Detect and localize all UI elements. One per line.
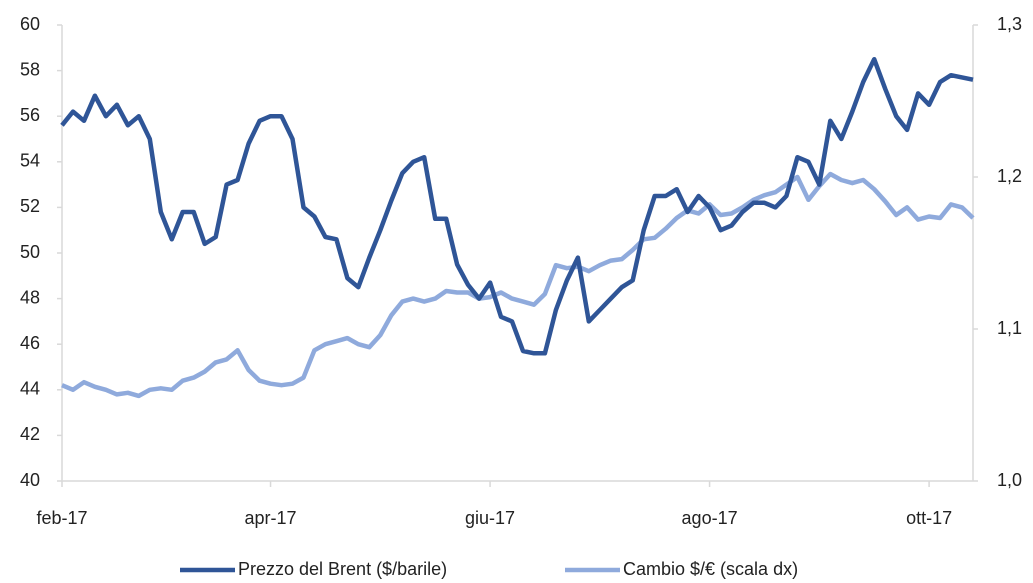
y-tick-label: 56 bbox=[20, 105, 40, 125]
y2-tick-label: 1,3 bbox=[997, 14, 1022, 34]
x-tick-label: ott-17 bbox=[906, 508, 952, 528]
y-tick-label: 48 bbox=[20, 287, 40, 307]
x-tick-label: feb-17 bbox=[36, 508, 87, 528]
y-tick-label: 52 bbox=[20, 196, 40, 216]
y-tick-label: 54 bbox=[20, 151, 40, 171]
y2-tick-label: 1,0 bbox=[997, 470, 1022, 490]
y2-tick-label: 1,1 bbox=[997, 318, 1022, 338]
x-tick-label: ago-17 bbox=[682, 508, 738, 528]
y-tick-label: 46 bbox=[20, 333, 40, 353]
series-line bbox=[61, 171, 975, 399]
legend-label: Prezzo del Brent ($/barile) bbox=[238, 559, 447, 579]
y2-tick-label: 1,2 bbox=[997, 166, 1022, 186]
y-tick-label: 60 bbox=[20, 14, 40, 34]
x-tick-label: apr-17 bbox=[245, 508, 297, 528]
y-tick-label: 44 bbox=[20, 379, 40, 399]
x-tick-label: giu-17 bbox=[465, 508, 515, 528]
series-line bbox=[60, 56, 974, 356]
y-tick-label: 58 bbox=[20, 59, 40, 79]
legend-label: Cambio $/€ (scala dx) bbox=[623, 559, 798, 579]
y-tick-label: 40 bbox=[20, 470, 40, 490]
y-tick-label: 42 bbox=[20, 424, 40, 444]
y-tick-label: 50 bbox=[20, 242, 40, 262]
